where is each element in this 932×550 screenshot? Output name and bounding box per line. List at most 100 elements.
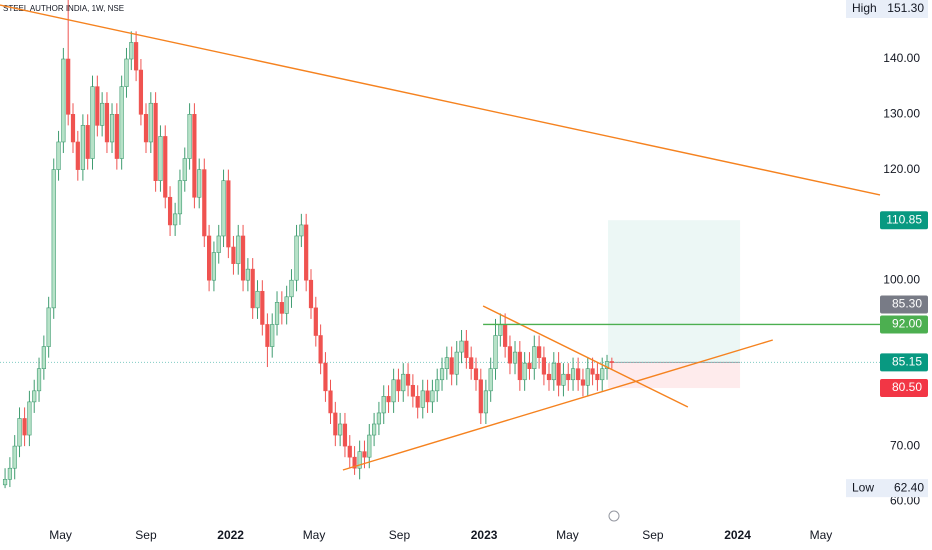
candle-body	[197, 169, 202, 198]
candle-body	[231, 246, 236, 264]
price-label-value: 151.30	[887, 1, 924, 15]
candle-body	[187, 114, 192, 159]
candle-body	[177, 180, 183, 215]
candle-body	[95, 86, 100, 126]
candle-body	[304, 224, 309, 281]
price-tag-label: 110.85	[886, 212, 922, 226]
candle-body	[202, 169, 207, 237]
candle-body	[580, 379, 586, 386]
trend-line	[0, 4, 881, 196]
candle-body	[46, 307, 51, 347]
candle-body	[420, 390, 425, 408]
candle-body	[493, 335, 498, 369]
candle-body	[585, 368, 590, 386]
candle-body	[17, 418, 22, 447]
candle-body	[313, 307, 318, 336]
candle-body	[609, 361, 614, 363]
candle-body	[546, 373, 552, 381]
candle-body	[604, 361, 610, 369]
candle-body	[279, 302, 284, 314]
candle-body	[503, 324, 508, 347]
price-label-name: High	[852, 1, 877, 15]
candle-body	[36, 368, 42, 392]
candle-body	[255, 290, 260, 309]
candle-body	[391, 379, 396, 403]
candle-body	[265, 324, 270, 347]
candle-body	[27, 401, 32, 436]
candle-body	[570, 368, 576, 381]
x-tick-label: Sep	[135, 528, 157, 542]
candle-body	[70, 114, 76, 143]
candle-body	[444, 357, 449, 369]
candle-body	[537, 346, 542, 358]
candle-body	[240, 235, 246, 281]
candle-body	[182, 158, 187, 181]
candle-body	[449, 357, 454, 375]
candle-body	[138, 69, 144, 115]
plot-area	[0, 0, 880, 489]
x-tick-label: Sep	[642, 528, 664, 542]
price-label-value: 62.40	[894, 480, 924, 494]
candle-body	[517, 351, 522, 381]
candle-body	[75, 141, 80, 170]
candle-body	[270, 324, 275, 347]
candle-body	[464, 340, 469, 358]
candle-body	[590, 368, 595, 375]
price-tag	[880, 295, 928, 314]
candle-body	[308, 279, 314, 309]
candle-body	[56, 141, 61, 170]
candle-body	[100, 102, 105, 126]
candle-body	[396, 379, 401, 392]
candle-body	[541, 357, 547, 375]
candle-body	[90, 86, 95, 159]
x-tick-label: Sep	[389, 528, 411, 542]
x-tick-label: 2024	[724, 528, 751, 542]
candle-body	[274, 302, 280, 325]
x-tick-label: May	[303, 528, 326, 542]
candle-body	[294, 235, 299, 281]
y-tick-label: 130.00	[883, 106, 920, 120]
price-tag-label: 85.30	[892, 297, 922, 311]
candle-body	[595, 373, 600, 381]
price-tag-label: 85.15	[892, 355, 922, 369]
chart-title: STEEL AUTHOR INDIA, 1W, NSE	[3, 4, 124, 13]
candle-body	[328, 390, 333, 414]
candle-body	[338, 423, 343, 436]
candle-body	[488, 368, 493, 392]
x-tick-label: 2023	[471, 528, 498, 542]
candle-body	[207, 235, 212, 281]
candle-body	[284, 296, 289, 314]
candle-body	[386, 396, 391, 403]
candle-body	[469, 357, 474, 369]
price-tag-label: 92.00	[892, 317, 922, 331]
candle-body	[12, 445, 17, 469]
candle-body	[376, 412, 382, 425]
candle-body	[66, 58, 71, 115]
candle-body	[129, 42, 134, 60]
candle-body	[289, 279, 294, 298]
candle-body	[32, 390, 37, 403]
candle-body	[347, 445, 352, 458]
candle-body	[551, 362, 556, 381]
candle-body	[473, 368, 479, 381]
candle-body	[507, 346, 513, 364]
trend-line	[482, 305, 689, 408]
candle-body	[362, 451, 367, 458]
candle-body	[561, 373, 566, 386]
price-tag	[880, 315, 928, 334]
candle-body	[527, 362, 532, 369]
candle-body	[163, 136, 168, 198]
candle-body	[357, 451, 362, 469]
candle-body	[323, 362, 328, 392]
candle-body	[260, 290, 265, 325]
candle-body	[435, 379, 440, 392]
candle-body	[522, 362, 527, 381]
price-tag	[880, 379, 928, 398]
candle-body	[158, 136, 163, 181]
candle-body	[2, 478, 8, 486]
candle-body	[167, 196, 173, 226]
candle-body	[478, 379, 483, 414]
candle-body	[352, 456, 357, 469]
x-tick-label: 2022	[217, 528, 244, 542]
candle-body	[498, 324, 503, 336]
